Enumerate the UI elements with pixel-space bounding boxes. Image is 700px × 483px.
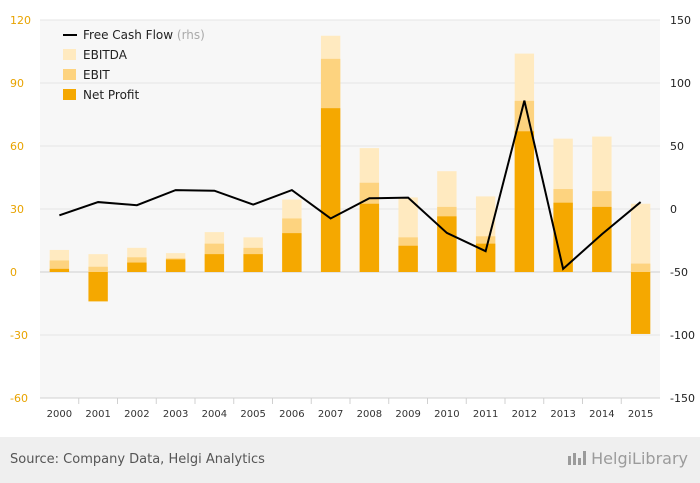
y-right-tick-label: -100 [670, 329, 695, 342]
fcf-line [59, 100, 642, 271]
y-right-tick-label: 100 [670, 77, 691, 90]
x-tick-label: 2010 [434, 409, 459, 420]
x-tick-label: 2005 [240, 409, 265, 420]
bar-net-profit-2011 [475, 243, 496, 272]
x-tick-label: 2009 [395, 409, 420, 420]
y-right-tick-label: 50 [670, 140, 684, 153]
x-tick-label: 2004 [202, 409, 227, 420]
footer: Source: Company Data, Helgi Analytics He… [0, 437, 700, 483]
x-tick-label: 2003 [163, 409, 188, 420]
bar-net-profit-2008 [359, 203, 380, 272]
bar-net-profit-2005 [243, 254, 263, 272]
bar-net-profit-2013 [553, 202, 573, 272]
x-tick-label: 2007 [318, 409, 343, 420]
helgi-library-logo-icon [568, 451, 587, 465]
y-left-tick-label: 120 [10, 14, 31, 27]
y-left-tick-label: -60 [10, 392, 28, 405]
legend-swatch-ebitda [63, 49, 76, 60]
legend-label-fcf: Free Cash Flow (rhs) [83, 28, 205, 42]
legend-label-ebit: EBIT [83, 68, 110, 82]
bar-ebit-2015 [630, 263, 651, 272]
bar-net-profit-2002 [127, 262, 147, 272]
source-note: Source: Company Data, Helgi Analytics [10, 452, 265, 467]
bar-net-profit-2006 [282, 233, 302, 272]
legend-label-net-profit: Net Profit [83, 88, 139, 102]
bar-net-profit-2007 [320, 108, 341, 272]
x-tick-label: 2000 [47, 409, 72, 420]
bar-net-profit-2014 [592, 206, 612, 272]
bar-net-profit-2015 [630, 272, 651, 334]
x-tick-label: 2002 [124, 409, 149, 420]
bar-net-profit-2010 [437, 216, 457, 272]
y-left-tick-label: 90 [10, 77, 24, 90]
bar-net-profit-2004 [204, 254, 225, 272]
x-tick-label: 2013 [550, 409, 575, 420]
x-tick-label: 2012 [512, 409, 537, 420]
y-left-tick-label: 30 [10, 203, 24, 216]
y-right-tick-label: 150 [670, 14, 691, 27]
bar-net-profit-2012 [514, 131, 535, 272]
bar-ebitda-2015 [630, 203, 651, 272]
x-tick-label: 2014 [589, 409, 614, 420]
x-axis-ticks: 2000 2001 2002 2003 2004 2005 2006 2007 2008 2009… [47, 409, 654, 420]
bar-net-profit-2003 [165, 259, 186, 272]
bar-net-profit-2000 [49, 268, 70, 272]
y-right-tick-label: -150 [670, 392, 695, 405]
bar-net-profit-2009 [398, 245, 418, 272]
y-right-tick-label: 0 [670, 203, 677, 216]
y-right-tick-label: -50 [670, 266, 688, 279]
legend: Free Cash Flow (rhs) EBITDA EBIT Net Pro… [63, 28, 205, 102]
line-free-cash-flow [59, 100, 642, 271]
right-axis-ticks: -150 -100 -50 0 50 100 150 [670, 14, 695, 405]
legend-label-ebitda: EBITDA [83, 48, 128, 62]
bar-net-profit-2001 [88, 272, 108, 302]
legend-swatch-net-profit [63, 89, 76, 100]
y-left-tick-label: 60 [10, 140, 24, 153]
x-tick-label: 2011 [473, 409, 498, 420]
brand-name: HelgiLibrary [591, 449, 688, 468]
x-tick-label: 2008 [357, 409, 382, 420]
y-left-tick-label: 0 [10, 266, 17, 279]
legend-swatch-ebit [63, 69, 76, 80]
x-tick-label: 2015 [628, 409, 653, 420]
x-tick-label: 2006 [279, 409, 304, 420]
y-left-tick-label: -30 [10, 329, 28, 342]
bar-ebit-2000 [49, 260, 70, 272]
x-tick-label: 2001 [85, 409, 110, 420]
left-axis-ticks: -60 -30 0 30 60 90 120 [10, 14, 31, 405]
bar-ebit-2001 [88, 266, 108, 272]
brand-logo[interactable]: HelgiLibrary [567, 449, 688, 468]
